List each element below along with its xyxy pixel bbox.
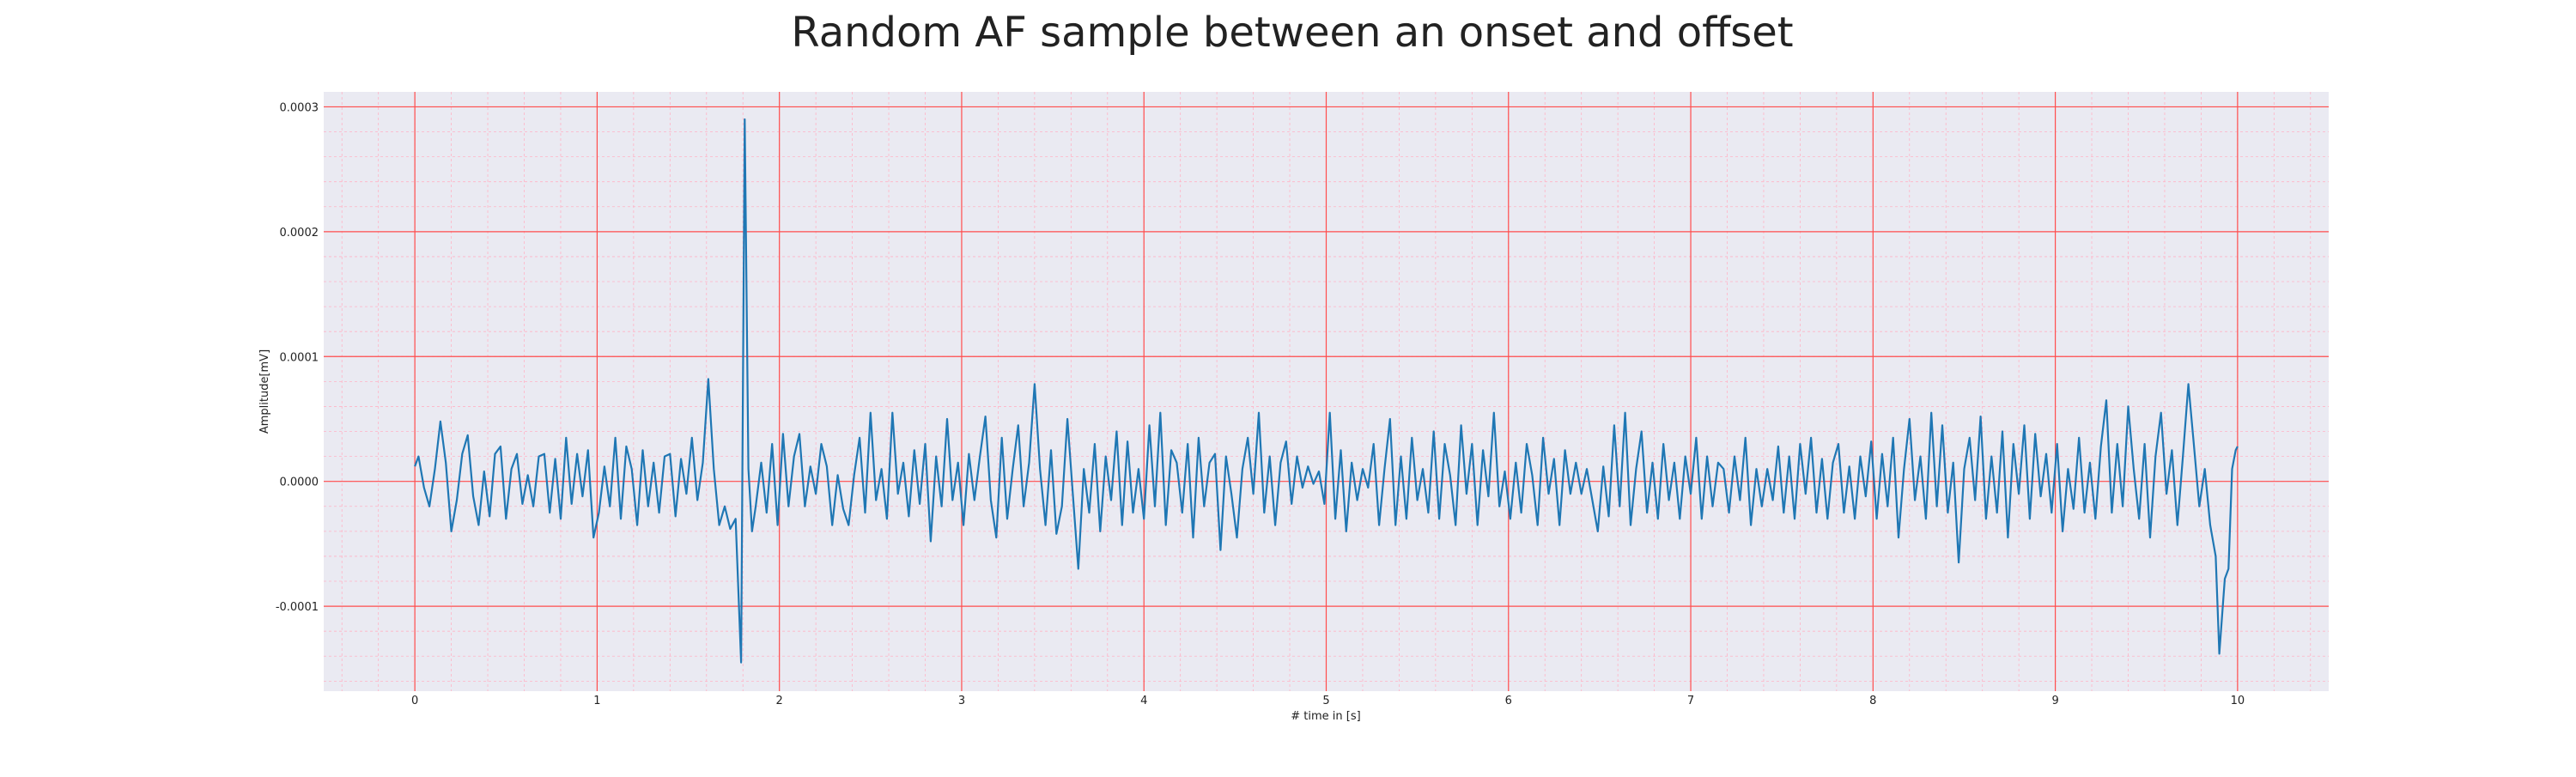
x-tick-label: 6 bbox=[1505, 695, 1512, 707]
y-tick-label: 0.0000 bbox=[280, 477, 319, 489]
x-tick-label: 3 bbox=[958, 695, 965, 707]
x-tick-label: 1 bbox=[593, 695, 600, 707]
x-tick-label: 5 bbox=[1322, 695, 1329, 707]
signal-line bbox=[414, 118, 2239, 664]
x-tick-label: 7 bbox=[1687, 695, 1694, 707]
x-tick-label: 8 bbox=[1869, 695, 1876, 707]
y-tick-labels: -0.0001 0.0000 0.0001 0.0002 0.0003 bbox=[276, 101, 319, 614]
x-tick-label: 10 bbox=[2231, 695, 2245, 707]
y-tick-label: 0.0001 bbox=[280, 351, 319, 364]
y-axis-label: Amplitude[mV] bbox=[258, 349, 271, 434]
x-tick-label: 2 bbox=[776, 695, 783, 707]
x-tick-label: 9 bbox=[2051, 695, 2058, 707]
x-tick-labels: 0 1 2 3 4 5 6 7 8 9 10 bbox=[411, 695, 2245, 707]
y-tick-label: 0.0002 bbox=[280, 227, 319, 240]
x-axis-label: # time in [s] bbox=[1291, 710, 1360, 723]
y-tick-label: -0.0001 bbox=[276, 601, 319, 614]
chart-title: Random AF sample between an onset and of… bbox=[791, 9, 1793, 57]
x-tick-label: 0 bbox=[411, 695, 418, 707]
x-tick-label: 4 bbox=[1140, 695, 1147, 707]
y-tick-label: 0.0003 bbox=[280, 101, 319, 114]
